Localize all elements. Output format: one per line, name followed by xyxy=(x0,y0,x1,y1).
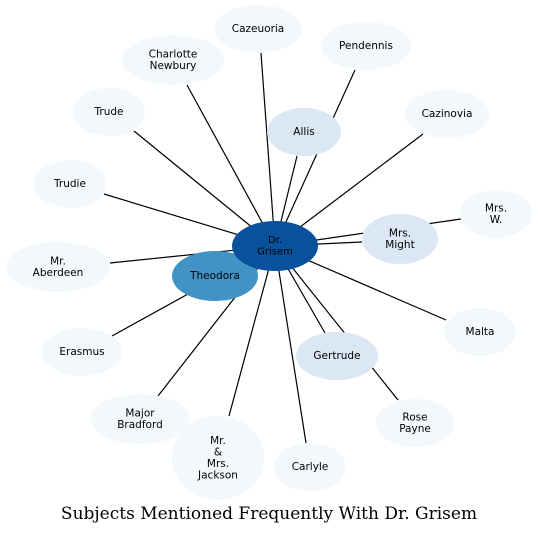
node-allis: Allis xyxy=(267,108,341,156)
node-shape-rose-payne xyxy=(376,399,454,447)
node-theodora: Theodora xyxy=(172,251,258,301)
node-label-mrs-w-1: W. xyxy=(490,214,503,226)
node-label-major-bradford-0: Major xyxy=(125,407,155,419)
edge-carlyle xyxy=(274,245,307,444)
node-shape-pendennis xyxy=(321,22,411,70)
node-shape-mr-mrs-jackson xyxy=(172,416,264,500)
node-label-mr-mrs-jackson-2: Mrs. xyxy=(207,458,229,470)
node-label-mr-mrs-jackson-0: Mr. xyxy=(210,435,226,447)
edge-pendennis xyxy=(274,69,356,247)
node-trude: Trude xyxy=(73,88,145,136)
node-shape-malta xyxy=(444,308,516,356)
node-label-mrs-might-0: Mrs. xyxy=(389,227,411,239)
node-shape-dr-grisem xyxy=(232,221,318,271)
node-shape-mrs-w xyxy=(460,190,532,238)
node-label-cazinovia-0: Cazinovia xyxy=(422,108,473,120)
node-label-erasmus-0: Erasmus xyxy=(59,346,104,358)
edge-mr-mrs-jackson xyxy=(228,245,276,417)
node-label-mr-aberdeen-1: Aberdeen xyxy=(33,267,84,279)
node-label-trudie-0: Trudie xyxy=(53,178,86,190)
node-label-theodora-0: Theodora xyxy=(189,270,240,282)
node-label-dr-grisem-0: Dr. xyxy=(268,235,282,246)
node-label-pendennis-0: Pendennis xyxy=(339,40,393,52)
node-erasmus: Erasmus xyxy=(42,328,122,376)
node-label-charlotte-newbury-0: Charlotte xyxy=(149,48,198,60)
node-trudie: Trudie xyxy=(34,160,106,208)
node-cazeuoria: Cazeuoria xyxy=(214,5,302,53)
node-label-rose-payne-1: Payne xyxy=(399,423,431,435)
node-shape-cazinovia xyxy=(405,90,489,138)
node-shape-major-bradford xyxy=(91,394,189,444)
node-label-mr-mrs-jackson-1: & xyxy=(214,446,222,458)
node-shape-erasmus xyxy=(42,328,122,376)
node-label-charlotte-newbury-1: Newbury xyxy=(150,60,197,72)
node-shape-allis xyxy=(267,108,341,156)
node-dr-grisem: Dr.Grisem xyxy=(232,221,318,271)
node-label-mrs-might-1: Might xyxy=(385,239,414,251)
node-malta: Malta xyxy=(444,308,516,356)
node-shape-gertrude xyxy=(296,332,378,380)
edge-cazeuoria xyxy=(260,52,276,247)
node-label-cazeuoria-0: Cazeuoria xyxy=(232,23,285,35)
node-shape-mr-aberdeen xyxy=(6,242,110,292)
node-shape-theodora xyxy=(172,251,258,301)
edge-charlotte-newbury xyxy=(186,84,276,247)
node-shape-charlotte-newbury xyxy=(122,35,224,85)
node-cazinovia: Cazinovia xyxy=(405,90,489,138)
diagram-title: Subjects Mentioned Frequently With Dr. G… xyxy=(60,504,478,524)
node-label-mr-aberdeen-0: Mr. xyxy=(50,255,66,267)
node-label-rose-payne-0: Rose xyxy=(402,411,427,423)
node-shape-trudie xyxy=(34,160,106,208)
node-mrs-w: Mrs.W. xyxy=(460,190,532,238)
node-label-major-bradford-1: Bradford xyxy=(117,419,163,431)
node-label-trude-0: Trude xyxy=(94,106,124,118)
node-shape-mrs-might xyxy=(362,214,438,264)
edge-rose-payne xyxy=(274,245,399,401)
node-label-mrs-w-0: Mrs. xyxy=(485,202,507,214)
node-label-carlyle-0: Carlyle xyxy=(292,461,329,473)
node-mr-mrs-jackson: Mr.&Mrs.Jackson xyxy=(172,416,264,500)
node-mr-aberdeen: Mr.Aberdeen xyxy=(6,242,110,292)
node-label-dr-grisem-1: Grisem xyxy=(257,246,293,257)
node-pendennis: Pendennis xyxy=(321,22,411,70)
node-label-gertrude-0: Gertrude xyxy=(313,350,360,362)
node-label-allis-0: Allis xyxy=(293,126,314,138)
node-shape-trude xyxy=(73,88,145,136)
node-carlyle: Carlyle xyxy=(274,443,346,491)
node-shape-carlyle xyxy=(274,443,346,491)
node-gertrude: Gertrude xyxy=(296,332,378,380)
node-label-mr-mrs-jackson-3: Jackson xyxy=(197,469,238,481)
node-shape-cazeuoria xyxy=(214,5,302,53)
node-label-malta-0: Malta xyxy=(466,326,495,338)
node-mrs-might: Mrs.Might xyxy=(362,214,438,264)
